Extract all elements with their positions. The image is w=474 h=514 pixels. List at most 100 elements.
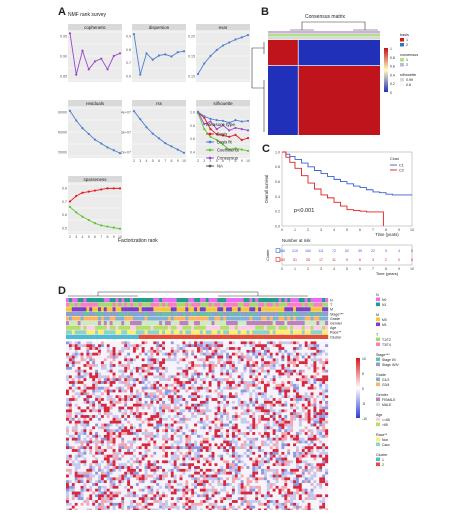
heatmap-cell (144, 347, 148, 351)
heatmap-cell (211, 372, 215, 376)
heatmap-cell (135, 434, 139, 438)
heatmap-cell (281, 381, 285, 385)
heatmap-cell (124, 375, 128, 379)
track-cell (77, 334, 81, 339)
track-cell (156, 330, 160, 335)
risk-cell: 0 (411, 258, 413, 262)
heatmap-cell (106, 417, 110, 421)
heatmap-cell (188, 389, 192, 393)
heatmap-cell (92, 361, 96, 365)
heatmap-cell (231, 389, 235, 393)
track-cell (261, 307, 265, 312)
heatmap-cell (135, 400, 139, 404)
heatmap-cell (284, 423, 288, 427)
heatmap-cell (173, 369, 177, 373)
heatmap-cell (141, 355, 145, 359)
track-cell (86, 316, 90, 321)
track-cell (132, 307, 137, 312)
heatmap-cell (223, 378, 227, 382)
heatmap-cell (231, 400, 235, 404)
heatmap-cell (325, 364, 329, 368)
heatmap-cell (83, 449, 87, 453)
heatmap-cell (182, 383, 186, 387)
x-tick-label: 6 (359, 228, 361, 232)
heatmap-cell (150, 440, 154, 444)
heatmap-cell (249, 341, 253, 345)
heatmap-cell (237, 440, 241, 444)
data-point (246, 136, 250, 140)
heatmap-cell (188, 400, 192, 404)
heatmap-cell (322, 417, 326, 421)
heatmap-cell (205, 349, 209, 353)
heatmap-cell (313, 347, 317, 351)
heatmap-cell (246, 400, 250, 404)
heatmap-cell (202, 449, 206, 453)
heatmap-cell (109, 378, 113, 382)
risk-x-tick: 1 (294, 267, 296, 271)
heatmap-cell (249, 347, 253, 351)
heatmap-cell (185, 372, 189, 376)
heatmap-cell (144, 446, 148, 450)
heatmap-cell (217, 454, 221, 458)
heatmap-cell (173, 440, 177, 444)
track-cell (188, 302, 192, 307)
heatmap-cell (74, 432, 78, 436)
heatmap-cell (135, 420, 139, 424)
heatmap-cell (109, 358, 113, 362)
facet-title: dispersion (149, 25, 170, 30)
heatmap-cell (153, 415, 157, 419)
heatmap-cell (153, 423, 157, 427)
heatmap-cell (135, 381, 139, 385)
heatmap-cell (124, 460, 128, 464)
heatmap-cell (234, 406, 238, 410)
heatmap-cell (100, 434, 104, 438)
heatmap-cell (290, 366, 294, 370)
heatmap-cell (100, 409, 104, 413)
heatmap-cell (100, 364, 104, 368)
heatmap-cell (167, 381, 171, 385)
heatmap-cell (74, 415, 78, 419)
legend-label: 2 (406, 43, 408, 47)
heatmap-cell (293, 341, 297, 345)
heatmap-cell (199, 369, 203, 373)
heatmap-cell (275, 355, 279, 359)
heatmap-cell (95, 372, 99, 376)
heatmap-cell (71, 406, 75, 410)
track-cell (290, 302, 294, 307)
heatmap-cell (295, 400, 300, 404)
heatmap-cell (284, 443, 288, 447)
track-cell (182, 334, 186, 339)
heatmap-cell (138, 417, 142, 421)
heatmap-cell (92, 434, 96, 438)
heatmap-cell (176, 412, 180, 416)
track-cell (83, 311, 87, 316)
track-cell (287, 298, 291, 303)
heatmap-cell (243, 440, 247, 444)
heatmap-cell (252, 381, 256, 385)
heatmap-cell (159, 434, 163, 438)
heatmap-cell (156, 361, 160, 365)
heatmap-cell (159, 366, 163, 370)
heatmap-cell (237, 347, 241, 351)
heatmap-cell (266, 378, 270, 382)
heatmap-cell (214, 420, 218, 424)
heatmap-cell (287, 341, 291, 345)
track-cell (304, 307, 308, 312)
heatmap-cell (319, 420, 323, 424)
track-cell (164, 298, 169, 303)
heatmap-cell (240, 417, 244, 421)
heatmap-cell (98, 460, 102, 464)
heatmap-cell (284, 375, 288, 379)
heatmap-cell (240, 454, 244, 458)
track-cell (237, 307, 241, 312)
heatmap-cell (234, 389, 238, 393)
heatmap-cell (141, 372, 145, 376)
heatmap-cell (249, 449, 253, 453)
heatmap-cell (124, 369, 128, 373)
heatmap-cell (135, 429, 139, 433)
heatmap-cell (237, 389, 241, 393)
heatmap-cell (127, 420, 131, 424)
heatmap-cell (103, 344, 107, 348)
heatmap-cell (295, 409, 300, 413)
heatmap-cell (194, 451, 198, 455)
